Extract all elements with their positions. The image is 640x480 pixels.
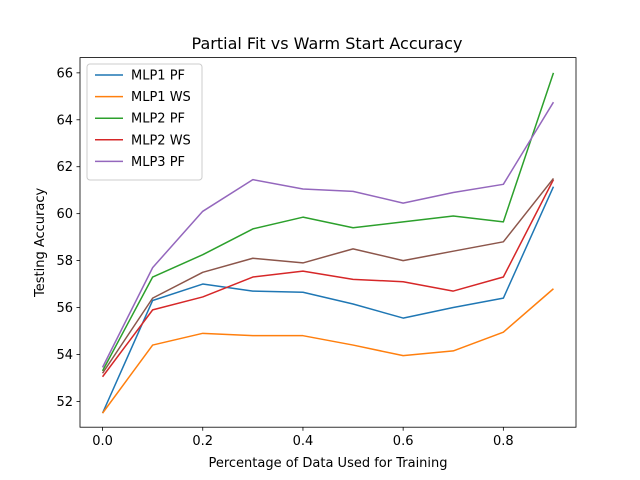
x-axis-label: Percentage of Data Used for Training	[208, 456, 447, 471]
legend-box	[86, 63, 203, 181]
y-tick-label: 62	[56, 160, 73, 175]
x-tick-label: 0.8	[493, 434, 514, 449]
y-tick-label: 60	[56, 207, 73, 222]
y-axis-ticks: 52 54 56 58 60 62 64 66	[56, 66, 80, 410]
plot-frame	[79, 57, 577, 428]
x-tick-label: 0.4	[293, 434, 314, 449]
legend-label: MLP1 PF	[131, 69, 185, 84]
legend-label: MLP2 WS	[131, 133, 191, 148]
chart-title: Partial Fit vs Warm Start Accuracy	[192, 34, 463, 53]
x-tick-label: 0.2	[192, 434, 213, 449]
series-line-series-6	[101, 177, 555, 374]
x-axis-ticks: 0.0 0.2 0.4 0.6 0.8	[92, 427, 514, 449]
series-line-mlp1-pf	[101, 186, 555, 414]
x-tick-label: 0.0	[92, 434, 113, 449]
legend-label: MLP3 PF	[131, 155, 185, 170]
y-tick-label: 66	[56, 66, 73, 81]
series-layer	[101, 72, 555, 414]
series-line-mlp3-pf	[101, 101, 555, 368]
y-axis-label: Testing Accuracy	[33, 188, 48, 298]
y-tick-label: 58	[56, 254, 73, 269]
x-tick-label: 0.6	[393, 434, 414, 449]
series-line-mlp2-pf	[101, 72, 555, 372]
y-tick-label: 56	[56, 301, 73, 316]
y-tick-label: 52	[56, 395, 73, 410]
legend: MLP1 PF MLP1 WS MLP2 PF MLP2 WS MLP3 PF	[86, 63, 203, 181]
legend-label: MLP2 PF	[131, 112, 185, 127]
y-tick-label: 54	[56, 348, 73, 363]
y-tick-label: 64	[56, 113, 73, 128]
series-line-mlp1-ws	[101, 288, 554, 414]
series-line-mlp2-ws	[101, 179, 555, 378]
legend-label: MLP1 WS	[131, 90, 191, 105]
